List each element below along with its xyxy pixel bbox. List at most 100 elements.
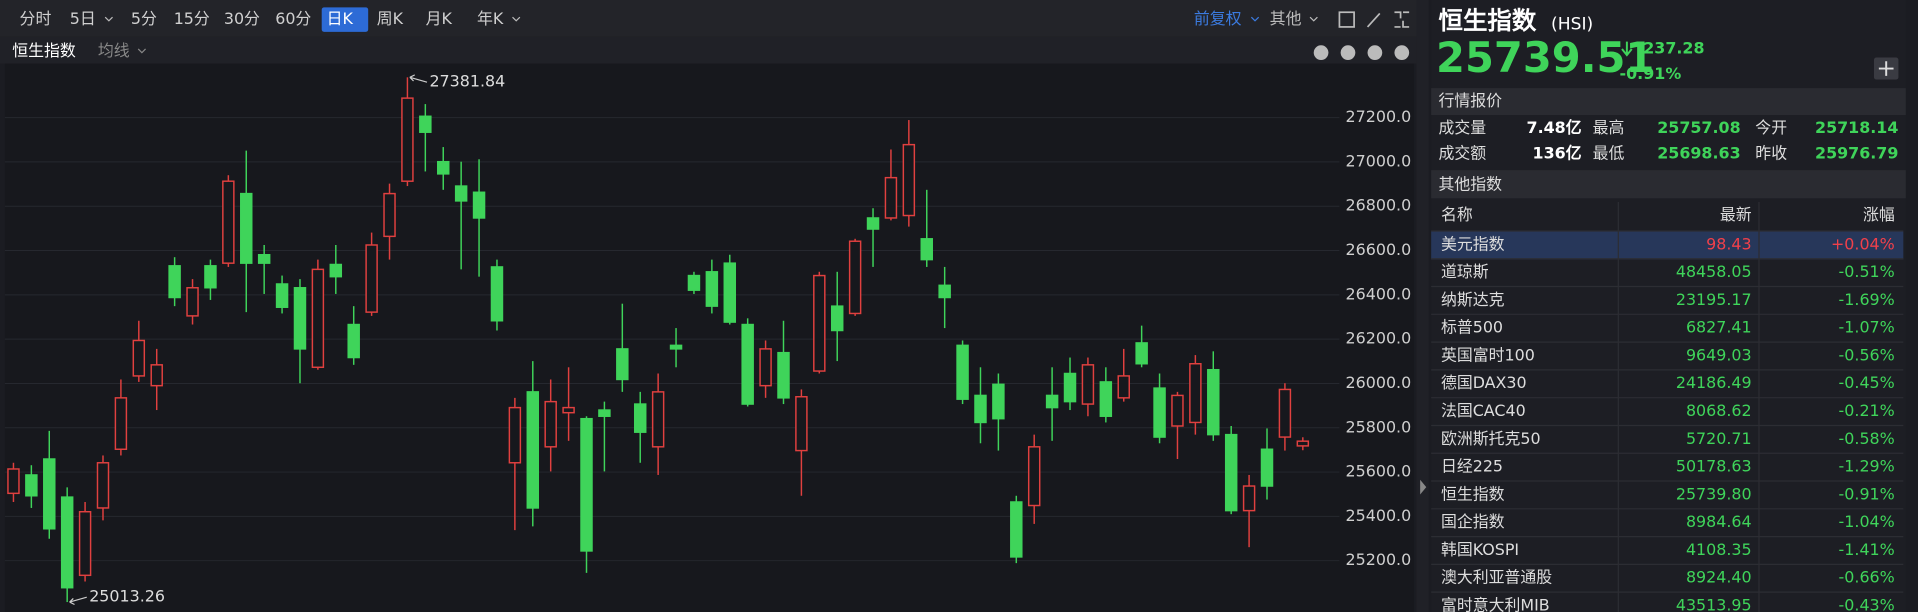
candle-body (347, 323, 360, 359)
candle-body (383, 192, 396, 238)
candle-body (96, 462, 110, 509)
index-name[interactable]: 欧洲斯托克50 (1441, 429, 1541, 448)
candle-body (204, 265, 217, 289)
period-button[interactable]: 分时 (20, 9, 52, 28)
candle-body (419, 115, 432, 133)
index-change: -1.07% (1839, 318, 1895, 337)
candle-body (1171, 394, 1184, 427)
candle-body (1224, 433, 1238, 512)
index-latest: 8924.40 (1686, 568, 1752, 587)
candle-body (920, 238, 933, 261)
quote-value: 25757.08 (1657, 118, 1740, 137)
candle-body (7, 468, 20, 495)
panel-splitter[interactable] (1416, 0, 1429, 612)
candle-body (544, 400, 557, 448)
settings-icon[interactable] (1367, 45, 1383, 60)
candle-body (490, 266, 504, 322)
candle-body (1242, 485, 1256, 512)
candle-body (669, 344, 683, 350)
index-name[interactable]: 国企指数 (1441, 512, 1505, 531)
period-button[interactable]: 年K (477, 9, 504, 28)
index-latest: 43513.95 (1676, 595, 1752, 612)
quote-label: 今开 (1755, 118, 1787, 137)
caret (137, 48, 146, 54)
zoom-out-icon[interactable] (1313, 45, 1329, 60)
period-button[interactable]: 周K (377, 9, 404, 28)
quote-price: 25739.51 (1436, 33, 1654, 82)
period-button[interactable]: 日K (327, 9, 354, 28)
index-name[interactable]: 法国CAC40 (1441, 401, 1526, 420)
candle-body (222, 180, 235, 264)
index-change: -0.21% (1839, 401, 1895, 420)
period-active-bg (321, 7, 369, 32)
index-name[interactable]: 韩国KOSPI (1441, 540, 1519, 559)
quote-name: 恒生指数 (1439, 6, 1537, 35)
chart-header (0, 36, 1419, 64)
y-tick-label: 26400.0 (1346, 284, 1412, 303)
zoom-in-icon[interactable] (1340, 45, 1356, 60)
low-annotation: 25013.26 (89, 587, 165, 606)
index-name[interactable]: 澳大利亚普通股 (1441, 568, 1552, 587)
candle-body (580, 417, 593, 552)
candle-body (508, 406, 522, 464)
index-name[interactable]: 美元指数 (1441, 234, 1505, 253)
period-button[interactable]: 月K (426, 9, 453, 28)
candle-body (526, 391, 540, 509)
candle-body (992, 383, 1005, 420)
table-header: 名称 (1441, 205, 1473, 224)
selected-row[interactable] (1431, 231, 1904, 260)
layout-icon[interactable] (1338, 11, 1355, 28)
period-button[interactable]: 30分 (224, 9, 260, 28)
index-latest: 9649.03 (1686, 345, 1752, 364)
caret (1250, 16, 1260, 22)
index-name[interactable]: 纳斯达克 (1441, 290, 1505, 309)
section-bar (1431, 88, 1906, 116)
index-name[interactable]: 英国富时100 (1441, 345, 1535, 364)
candle-body (1278, 388, 1292, 438)
table-header: 最新 (1720, 205, 1752, 224)
indicator-select[interactable]: 均线 (98, 41, 130, 60)
candle-body (830, 305, 844, 332)
collapse-arrow[interactable] (1420, 479, 1427, 495)
candle-body (795, 396, 808, 452)
annotation-arrow (409, 74, 428, 83)
index-name[interactable]: 富时意大利MIB (1441, 595, 1550, 612)
index-change: -0.91% (1839, 484, 1895, 503)
index-change: -0.66% (1839, 568, 1895, 587)
fullscreen-icon[interactable] (1394, 11, 1410, 28)
candle-body (293, 287, 307, 350)
index-latest: 5720.71 (1686, 429, 1752, 448)
close-icon[interactable] (1394, 45, 1410, 60)
index-latest: 24186.49 (1676, 373, 1752, 392)
index-name[interactable]: 恒生指数 (1441, 484, 1505, 503)
index-name[interactable]: 道琼斯 (1441, 262, 1489, 281)
candle-body (311, 268, 325, 369)
period-button[interactable]: 5日 (70, 9, 96, 28)
section-bar (1431, 170, 1906, 199)
quote-label: 成交额 (1439, 144, 1487, 163)
candle-body (132, 339, 146, 377)
index-name[interactable]: 标普500 (1441, 318, 1503, 337)
index-latest: 4108.35 (1686, 540, 1752, 559)
candle-body (848, 240, 862, 315)
period-button[interactable]: 15分 (174, 9, 210, 28)
quote-label: 成交量 (1439, 118, 1487, 137)
index-name[interactable]: 德国DAX30 (1441, 373, 1527, 392)
period-button[interactable]: 5分 (131, 9, 157, 28)
draw-icon[interactable] (1366, 12, 1381, 28)
other-select[interactable]: 其他 (1270, 9, 1302, 28)
candle-body (1153, 387, 1166, 438)
candle-body (1099, 381, 1113, 417)
candle-body (1081, 364, 1095, 405)
y-tick-label: 25200.0 (1346, 550, 1412, 569)
period-button[interactable]: 60分 (275, 9, 311, 28)
y-tick-label: 26600.0 (1346, 240, 1412, 259)
candle-body (866, 217, 880, 230)
adjust-select[interactable]: 前复权 (1194, 9, 1242, 28)
index-name[interactable]: 日经225 (1441, 457, 1503, 476)
annotation-arrow (69, 596, 87, 606)
index-latest: 23195.17 (1676, 290, 1752, 309)
candle-body (633, 403, 647, 433)
